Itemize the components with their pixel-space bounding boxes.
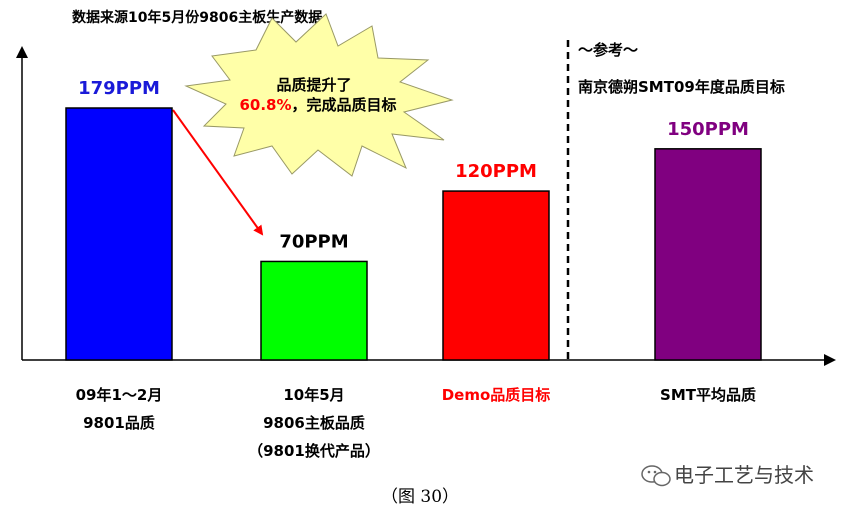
category-label-1-line-1: 09年1～2月 [76, 386, 163, 404]
value-label-1: 179PPM [78, 78, 160, 99]
callout-line2: 60.8%，完成品质目标 [239, 96, 396, 114]
reference-subtitle: 南京德朔SMT09年度品质目标 [578, 78, 785, 96]
bar-1 [65, 107, 173, 361]
watermark-text: 电子工艺与技术 [674, 463, 814, 487]
category-label-2-line-1: 10年5月 [283, 386, 344, 404]
starburst-shape [184, 13, 454, 177]
wechat-icon [641, 465, 671, 487]
category-label-4-line-1: SMT平均品质 [660, 386, 756, 404]
category-label-1-line-2: 9801品质 [83, 414, 155, 432]
bar-2 [260, 260, 368, 361]
bar-3 [442, 190, 550, 361]
reference-title: ～参考～ [578, 41, 638, 59]
category-label-2-line-3: （9801换代产品） [248, 442, 380, 460]
callout-percentage: 60.8% [239, 96, 291, 114]
category-label-3-line-1: Demo品质目标 [442, 386, 551, 404]
bar-4 [654, 148, 762, 361]
value-label-3: 120PPM [455, 161, 537, 182]
category-label-2-line-2: 9806主板品质 [263, 414, 365, 432]
value-label-2: 70PPM [279, 231, 348, 252]
watermark: 电子工艺与技术 [641, 463, 814, 487]
improvement-callout: 品质提升了 60.8%，完成品质目标 [184, 13, 454, 177]
figure-caption: （图 30） [381, 487, 459, 507]
chart-title: 数据来源10年5月份9806主板生产数据 [72, 9, 322, 26]
value-label-4: 150PPM [667, 119, 749, 140]
callout-line2-rest: ，完成品质目标 [292, 96, 397, 114]
callout-line1: 品质提升了 [276, 76, 351, 94]
improvement-arrow [172, 109, 264, 236]
